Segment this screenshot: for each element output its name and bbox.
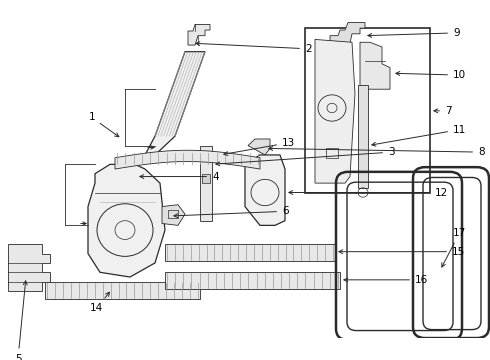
Text: 13: 13 [224,138,295,156]
Text: 17: 17 [442,228,466,267]
Bar [200,145,212,221]
Polygon shape [245,155,285,225]
Bar [326,148,338,158]
Bar [165,244,335,261]
Polygon shape [330,23,365,43]
Text: 11: 11 [372,125,466,146]
Text: 4: 4 [140,172,219,181]
Text: 6: 6 [174,206,289,217]
Text: 3: 3 [216,147,394,166]
Polygon shape [115,150,260,169]
Text: 12: 12 [289,188,448,198]
Text: 5: 5 [15,281,27,360]
Polygon shape [315,40,355,183]
Text: 2: 2 [196,42,312,54]
Text: 8: 8 [269,147,485,157]
Polygon shape [88,164,165,277]
Bar [165,272,340,289]
Bar [168,210,178,218]
Polygon shape [188,24,210,45]
Text: 15: 15 [339,247,465,257]
Text: 7: 7 [434,106,452,116]
Text: 16: 16 [344,275,428,285]
Bar [45,282,200,298]
Text: 10: 10 [396,70,466,80]
Polygon shape [8,244,50,291]
Polygon shape [145,51,205,155]
Polygon shape [248,139,270,155]
Text: 14: 14 [90,292,110,313]
Polygon shape [360,42,390,89]
Text: 1: 1 [88,112,119,137]
Polygon shape [162,205,185,225]
Bar [358,85,368,188]
Text: 9: 9 [368,28,460,38]
Bar [305,28,430,193]
Bar [202,174,210,183]
